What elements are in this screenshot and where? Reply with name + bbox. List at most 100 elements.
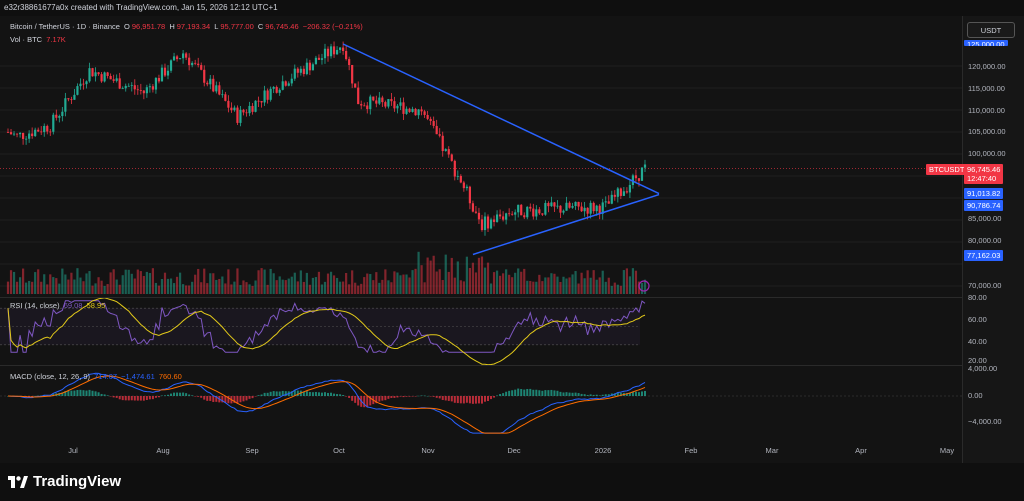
macd-histogram-bar bbox=[387, 396, 390, 399]
macd-line bbox=[7, 372, 646, 434]
candle-body bbox=[616, 188, 619, 197]
macd-histogram-bar bbox=[480, 396, 483, 404]
candle-body bbox=[360, 104, 363, 106]
macd-histogram-bar bbox=[266, 392, 269, 396]
macd-histogram-bar bbox=[429, 396, 432, 397]
currency-button[interactable]: USDT bbox=[967, 22, 1015, 38]
volume-bar bbox=[178, 272, 182, 294]
pane-separator[interactable] bbox=[0, 365, 962, 366]
candle-body bbox=[351, 64, 354, 84]
rsi-tick: 20.00 bbox=[968, 356, 987, 365]
volume-bar bbox=[191, 281, 194, 294]
volume-bar bbox=[85, 273, 88, 294]
candle-body bbox=[239, 109, 242, 123]
macd-histogram-bar bbox=[625, 393, 628, 396]
macd-histogram-bar bbox=[520, 389, 523, 396]
candle-body bbox=[218, 85, 221, 95]
candle-body bbox=[311, 64, 315, 71]
candle-body bbox=[49, 131, 52, 133]
volume-bar bbox=[127, 269, 130, 294]
candle-body bbox=[372, 96, 375, 101]
macd-histogram-bar bbox=[64, 391, 67, 396]
volume-bar bbox=[465, 256, 468, 294]
candle-body bbox=[12, 133, 16, 135]
candle-body bbox=[151, 86, 155, 90]
volume-bar bbox=[565, 278, 568, 294]
volume-bar bbox=[67, 279, 70, 294]
macd-histogram-bar bbox=[203, 396, 206, 400]
time-tick: Aug bbox=[156, 446, 170, 455]
price-axis[interactable] bbox=[962, 16, 1024, 463]
candle-body bbox=[607, 201, 610, 204]
volume-bar bbox=[348, 284, 351, 294]
candle-body bbox=[31, 133, 34, 137]
candle-body bbox=[420, 109, 423, 112]
candle-body bbox=[52, 114, 55, 132]
candle-body bbox=[523, 215, 526, 218]
trendline-ascending bbox=[472, 193, 660, 256]
volume-bar bbox=[390, 282, 393, 294]
caption-bar: e32r38861677a0x created with TradingView… bbox=[0, 0, 1024, 16]
pane-separator[interactable] bbox=[0, 297, 962, 298]
candle-body bbox=[586, 207, 589, 214]
macd-histogram-bar bbox=[272, 391, 275, 396]
candle-body bbox=[326, 48, 330, 57]
macd-histogram-bar bbox=[127, 396, 130, 401]
macd-histogram-bar bbox=[493, 396, 496, 398]
candle-body bbox=[94, 72, 97, 77]
volume-bar bbox=[91, 285, 94, 294]
macd-signal-value: −1,474.61 bbox=[121, 372, 155, 381]
volume-bar bbox=[616, 284, 619, 294]
macd-histogram-bar bbox=[619, 392, 622, 396]
trendline-descending bbox=[342, 43, 660, 195]
candle-body bbox=[363, 105, 366, 107]
volume-bar bbox=[420, 265, 423, 294]
volume-bar bbox=[311, 277, 315, 294]
volume-bar bbox=[547, 277, 550, 294]
macd-histogram-bar bbox=[308, 391, 311, 396]
volume-bar bbox=[203, 268, 206, 294]
chart-pane[interactable] bbox=[0, 16, 962, 463]
volume-bar bbox=[441, 280, 444, 294]
volume-bar bbox=[486, 262, 490, 294]
candle-body bbox=[160, 67, 164, 82]
macd-histogram-bar bbox=[296, 390, 299, 396]
candle-body bbox=[456, 175, 459, 177]
volume-bar bbox=[453, 277, 456, 294]
candle-body bbox=[308, 62, 311, 71]
candle-body bbox=[299, 68, 302, 73]
volume-bar bbox=[474, 272, 478, 294]
volume-bar bbox=[142, 276, 145, 294]
macd-histogram-bar bbox=[589, 394, 592, 396]
macd-histogram-bar bbox=[191, 395, 194, 396]
volume-bar bbox=[260, 268, 263, 294]
candle-body bbox=[302, 68, 305, 75]
trendline-price-tag: 90,786.74 bbox=[964, 200, 1004, 211]
macd-histogram-bar bbox=[185, 393, 188, 396]
candle-body bbox=[489, 219, 493, 229]
candle-body bbox=[387, 99, 390, 107]
macd-histogram-bar bbox=[496, 395, 499, 396]
volume-bar bbox=[275, 280, 278, 294]
price-tick: 110,000.00 bbox=[968, 106, 1005, 115]
macd-histogram-bar bbox=[592, 394, 595, 396]
volume-bar bbox=[640, 282, 644, 294]
candle-body bbox=[511, 213, 514, 215]
macd-histogram-bar bbox=[139, 396, 142, 401]
macd-histogram-bar bbox=[314, 391, 317, 396]
candle-body bbox=[55, 114, 58, 118]
tradingview-logo[interactable]: TradingView bbox=[8, 473, 121, 490]
candle-body bbox=[323, 48, 327, 59]
volume-value: 7.17K bbox=[46, 35, 66, 44]
macd-histogram-bar bbox=[369, 396, 372, 406]
candle-body bbox=[631, 175, 635, 185]
candle-body bbox=[441, 135, 444, 152]
candle-body bbox=[369, 96, 372, 110]
volume-bar bbox=[523, 268, 526, 294]
macd-histogram-bar bbox=[148, 396, 151, 400]
macd-histogram-bar bbox=[197, 396, 200, 397]
macd-histogram-bar bbox=[67, 390, 70, 396]
candle-body bbox=[399, 102, 402, 106]
macd-histogram-bar bbox=[40, 395, 43, 397]
